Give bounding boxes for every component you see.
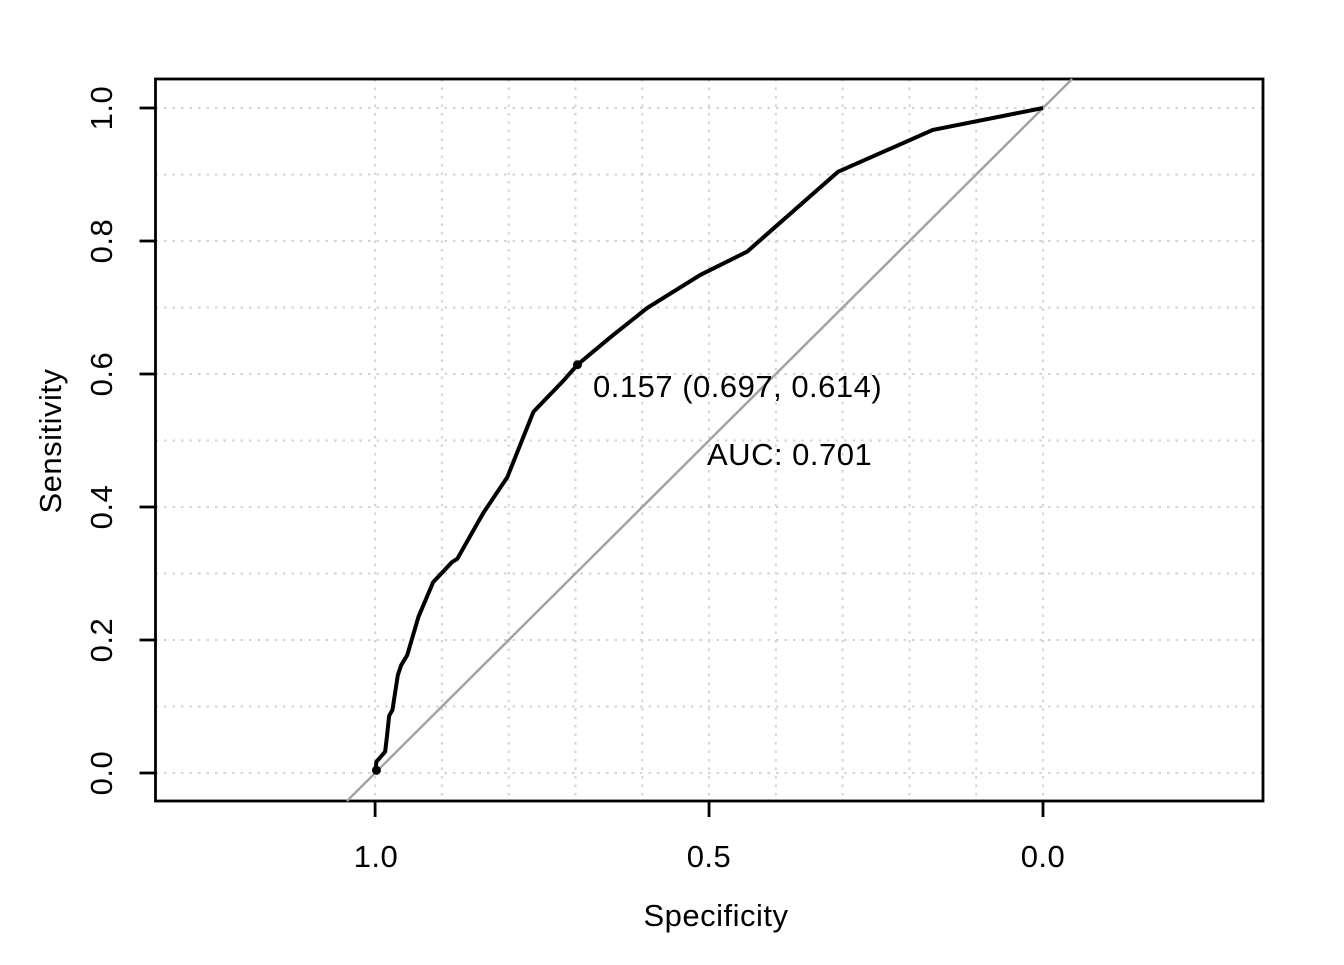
- threshold-annotation: 0.157 (0.697, 0.614): [593, 369, 882, 404]
- x-tick-label: 1.0: [354, 839, 399, 874]
- x-tick-label: 0.0: [1021, 839, 1066, 874]
- x-tick-labels: 1.0 0.5 0.0: [354, 839, 1066, 874]
- curve-start-point: [371, 765, 381, 775]
- y-tick-label: 0.4: [84, 485, 119, 530]
- gridlines: [155, 79, 1263, 801]
- y-tick-label: 0.6: [84, 352, 119, 397]
- diagonal-reference-line: [346, 78, 1074, 802]
- y-tick-label: 0.8: [84, 219, 119, 264]
- roc-curve: [373, 106, 1044, 774]
- y-tick-label: 0.2: [84, 618, 119, 663]
- y-tick-label: 0.0: [84, 751, 119, 796]
- y-tick-labels: 0.0 0.2 0.4 0.6 0.8 1.0: [84, 86, 119, 796]
- y-axis-title: Sensitivity: [33, 368, 68, 513]
- best-threshold-point: [572, 360, 582, 370]
- y-tick-label: 1.0: [84, 86, 119, 131]
- axis-tick-marks: [139, 106, 1045, 817]
- auc-annotation: AUC: 0.701: [707, 437, 872, 472]
- x-tick-label: 0.5: [687, 839, 732, 874]
- x-axis-title: Specificity: [643, 898, 788, 933]
